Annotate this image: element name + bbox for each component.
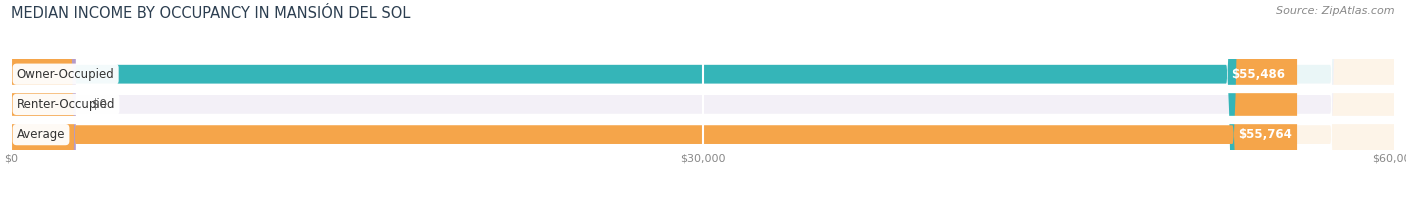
FancyBboxPatch shape — [11, 0, 1395, 197]
FancyBboxPatch shape — [11, 0, 76, 197]
Text: $55,764: $55,764 — [1237, 128, 1292, 141]
FancyBboxPatch shape — [11, 0, 1291, 197]
FancyBboxPatch shape — [11, 0, 1298, 197]
Text: $0: $0 — [93, 98, 107, 111]
Text: Owner-Occupied: Owner-Occupied — [17, 68, 114, 81]
Text: $55,486: $55,486 — [1232, 68, 1285, 81]
Text: Renter-Occupied: Renter-Occupied — [17, 98, 115, 111]
FancyBboxPatch shape — [11, 0, 1395, 197]
Text: Source: ZipAtlas.com: Source: ZipAtlas.com — [1277, 6, 1395, 16]
Text: Average: Average — [17, 128, 65, 141]
Text: MEDIAN INCOME BY OCCUPANCY IN MANSIÓN DEL SOL: MEDIAN INCOME BY OCCUPANCY IN MANSIÓN DE… — [11, 6, 411, 21]
FancyBboxPatch shape — [11, 0, 1395, 197]
